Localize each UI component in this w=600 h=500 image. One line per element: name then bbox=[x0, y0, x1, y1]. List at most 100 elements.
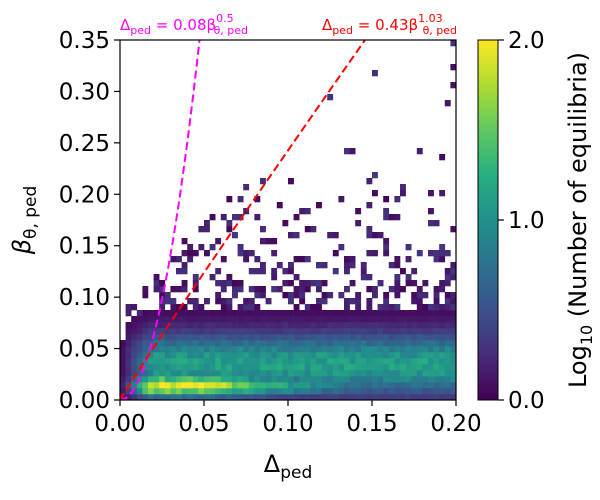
heatmap-cell bbox=[198, 226, 205, 233]
heatmap-cell bbox=[293, 346, 300, 353]
heatmap-cell bbox=[187, 370, 194, 377]
heatmap-cell bbox=[377, 358, 384, 365]
heatmap-cell bbox=[176, 358, 182, 365]
heatmap-cell bbox=[366, 328, 373, 335]
heatmap-cell bbox=[237, 364, 244, 371]
heatmap-cell bbox=[142, 292, 149, 299]
heatmap-cell bbox=[299, 358, 306, 365]
heatmap-cell bbox=[450, 268, 456, 275]
heatmap-cell bbox=[344, 328, 350, 335]
heatmap-cell bbox=[153, 358, 160, 365]
heatmap-cell bbox=[142, 370, 149, 377]
heatmap-cell bbox=[271, 268, 278, 275]
heatmap-cell bbox=[344, 298, 350, 305]
heatmap-cell bbox=[450, 316, 456, 323]
heatmap-cell bbox=[372, 382, 378, 389]
heatmap-cell bbox=[405, 334, 412, 341]
heatmap-cell bbox=[360, 382, 367, 389]
heatmap-cell bbox=[428, 394, 434, 400]
heatmap-cell bbox=[450, 304, 456, 311]
heatmap-cell bbox=[215, 280, 222, 287]
heatmap-cell bbox=[164, 298, 171, 305]
heatmap-cell bbox=[282, 382, 289, 389]
heatmap-cell bbox=[226, 394, 233, 400]
heatmap-cell bbox=[226, 304, 233, 311]
colorbar bbox=[477, 39, 499, 401]
heatmap-cell bbox=[344, 358, 350, 365]
heatmap-cell bbox=[276, 394, 283, 400]
heatmap-cell bbox=[433, 334, 440, 341]
heatmap-cell bbox=[360, 340, 367, 347]
heatmap-cell bbox=[394, 382, 401, 389]
heatmap-cell bbox=[181, 328, 188, 335]
heatmap-cell bbox=[433, 352, 440, 359]
heatmap-cell bbox=[344, 316, 350, 323]
heatmap-cell bbox=[310, 346, 317, 353]
heatmap-cell bbox=[377, 382, 384, 389]
heatmap-cell bbox=[226, 274, 233, 281]
heatmap-cell bbox=[176, 382, 182, 389]
heatmap-cell bbox=[388, 310, 395, 317]
heatmap-cell bbox=[220, 370, 227, 377]
heatmap-cell bbox=[288, 268, 294, 275]
heatmap-cell bbox=[383, 238, 390, 245]
heatmap-cell bbox=[316, 346, 322, 353]
heatmap-cell bbox=[260, 340, 266, 347]
heatmap-cell bbox=[237, 214, 244, 221]
heatmap-cell bbox=[332, 322, 339, 329]
heatmap-cell bbox=[181, 322, 188, 329]
heatmap-cell bbox=[243, 298, 250, 305]
heatmap-cell bbox=[411, 376, 418, 383]
heatmap-cell bbox=[344, 376, 350, 383]
heatmap-cell bbox=[416, 388, 423, 395]
heatmap-cell bbox=[192, 328, 199, 335]
heatmap-cell bbox=[388, 322, 395, 329]
heatmap-cell bbox=[192, 364, 199, 371]
heatmap-cell bbox=[332, 250, 339, 257]
heatmap-cell bbox=[181, 304, 188, 311]
heatmap-cell bbox=[254, 292, 261, 299]
heatmap-cell bbox=[366, 334, 373, 341]
heatmap-cell bbox=[372, 394, 378, 400]
heatmap-cell bbox=[209, 364, 216, 371]
heatmap-cell bbox=[394, 352, 401, 359]
heatmap-cell bbox=[204, 346, 210, 353]
heatmap-cell bbox=[136, 334, 143, 341]
heatmap-cell bbox=[232, 286, 238, 293]
heatmap-cell bbox=[254, 376, 261, 383]
heatmap-cell bbox=[125, 334, 132, 341]
heatmap-cell bbox=[120, 352, 126, 359]
heatmap-cell bbox=[428, 376, 434, 383]
heatmap-cell bbox=[400, 310, 406, 317]
heatmap-cell bbox=[198, 244, 205, 251]
heatmap-cell bbox=[433, 394, 440, 400]
heatmap-cell bbox=[383, 250, 390, 257]
heatmap-cell bbox=[411, 334, 418, 341]
heatmap-cell bbox=[288, 364, 294, 371]
heatmap-cell bbox=[310, 352, 317, 359]
heatmap-cell bbox=[450, 358, 456, 365]
heatmap-cell bbox=[254, 388, 261, 395]
heatmap-cell bbox=[131, 364, 138, 371]
heatmap-cell bbox=[198, 352, 205, 359]
heatmap-cell bbox=[237, 196, 244, 203]
heatmap-cell bbox=[204, 358, 210, 365]
heatmap-cell bbox=[332, 358, 339, 365]
heatmap-cell bbox=[349, 328, 356, 335]
heatmap-cell bbox=[148, 322, 154, 329]
heatmap-cell bbox=[433, 316, 440, 323]
heatmap-cell bbox=[344, 334, 350, 341]
heatmap-cell bbox=[310, 340, 317, 347]
heatmap-cell bbox=[316, 286, 322, 293]
heatmap-cell bbox=[450, 64, 456, 71]
heatmap-cell bbox=[136, 346, 143, 353]
heatmap-cell bbox=[265, 388, 272, 395]
heatmap-cell bbox=[388, 214, 395, 221]
heatmap-cell bbox=[153, 328, 160, 335]
heatmap-cell bbox=[321, 322, 328, 329]
heatmap-cell bbox=[276, 340, 283, 347]
heatmap-cell bbox=[372, 316, 378, 323]
heatmap-cell bbox=[204, 394, 210, 400]
heatmap-cell bbox=[293, 292, 300, 299]
heatmap-cell bbox=[344, 268, 350, 275]
